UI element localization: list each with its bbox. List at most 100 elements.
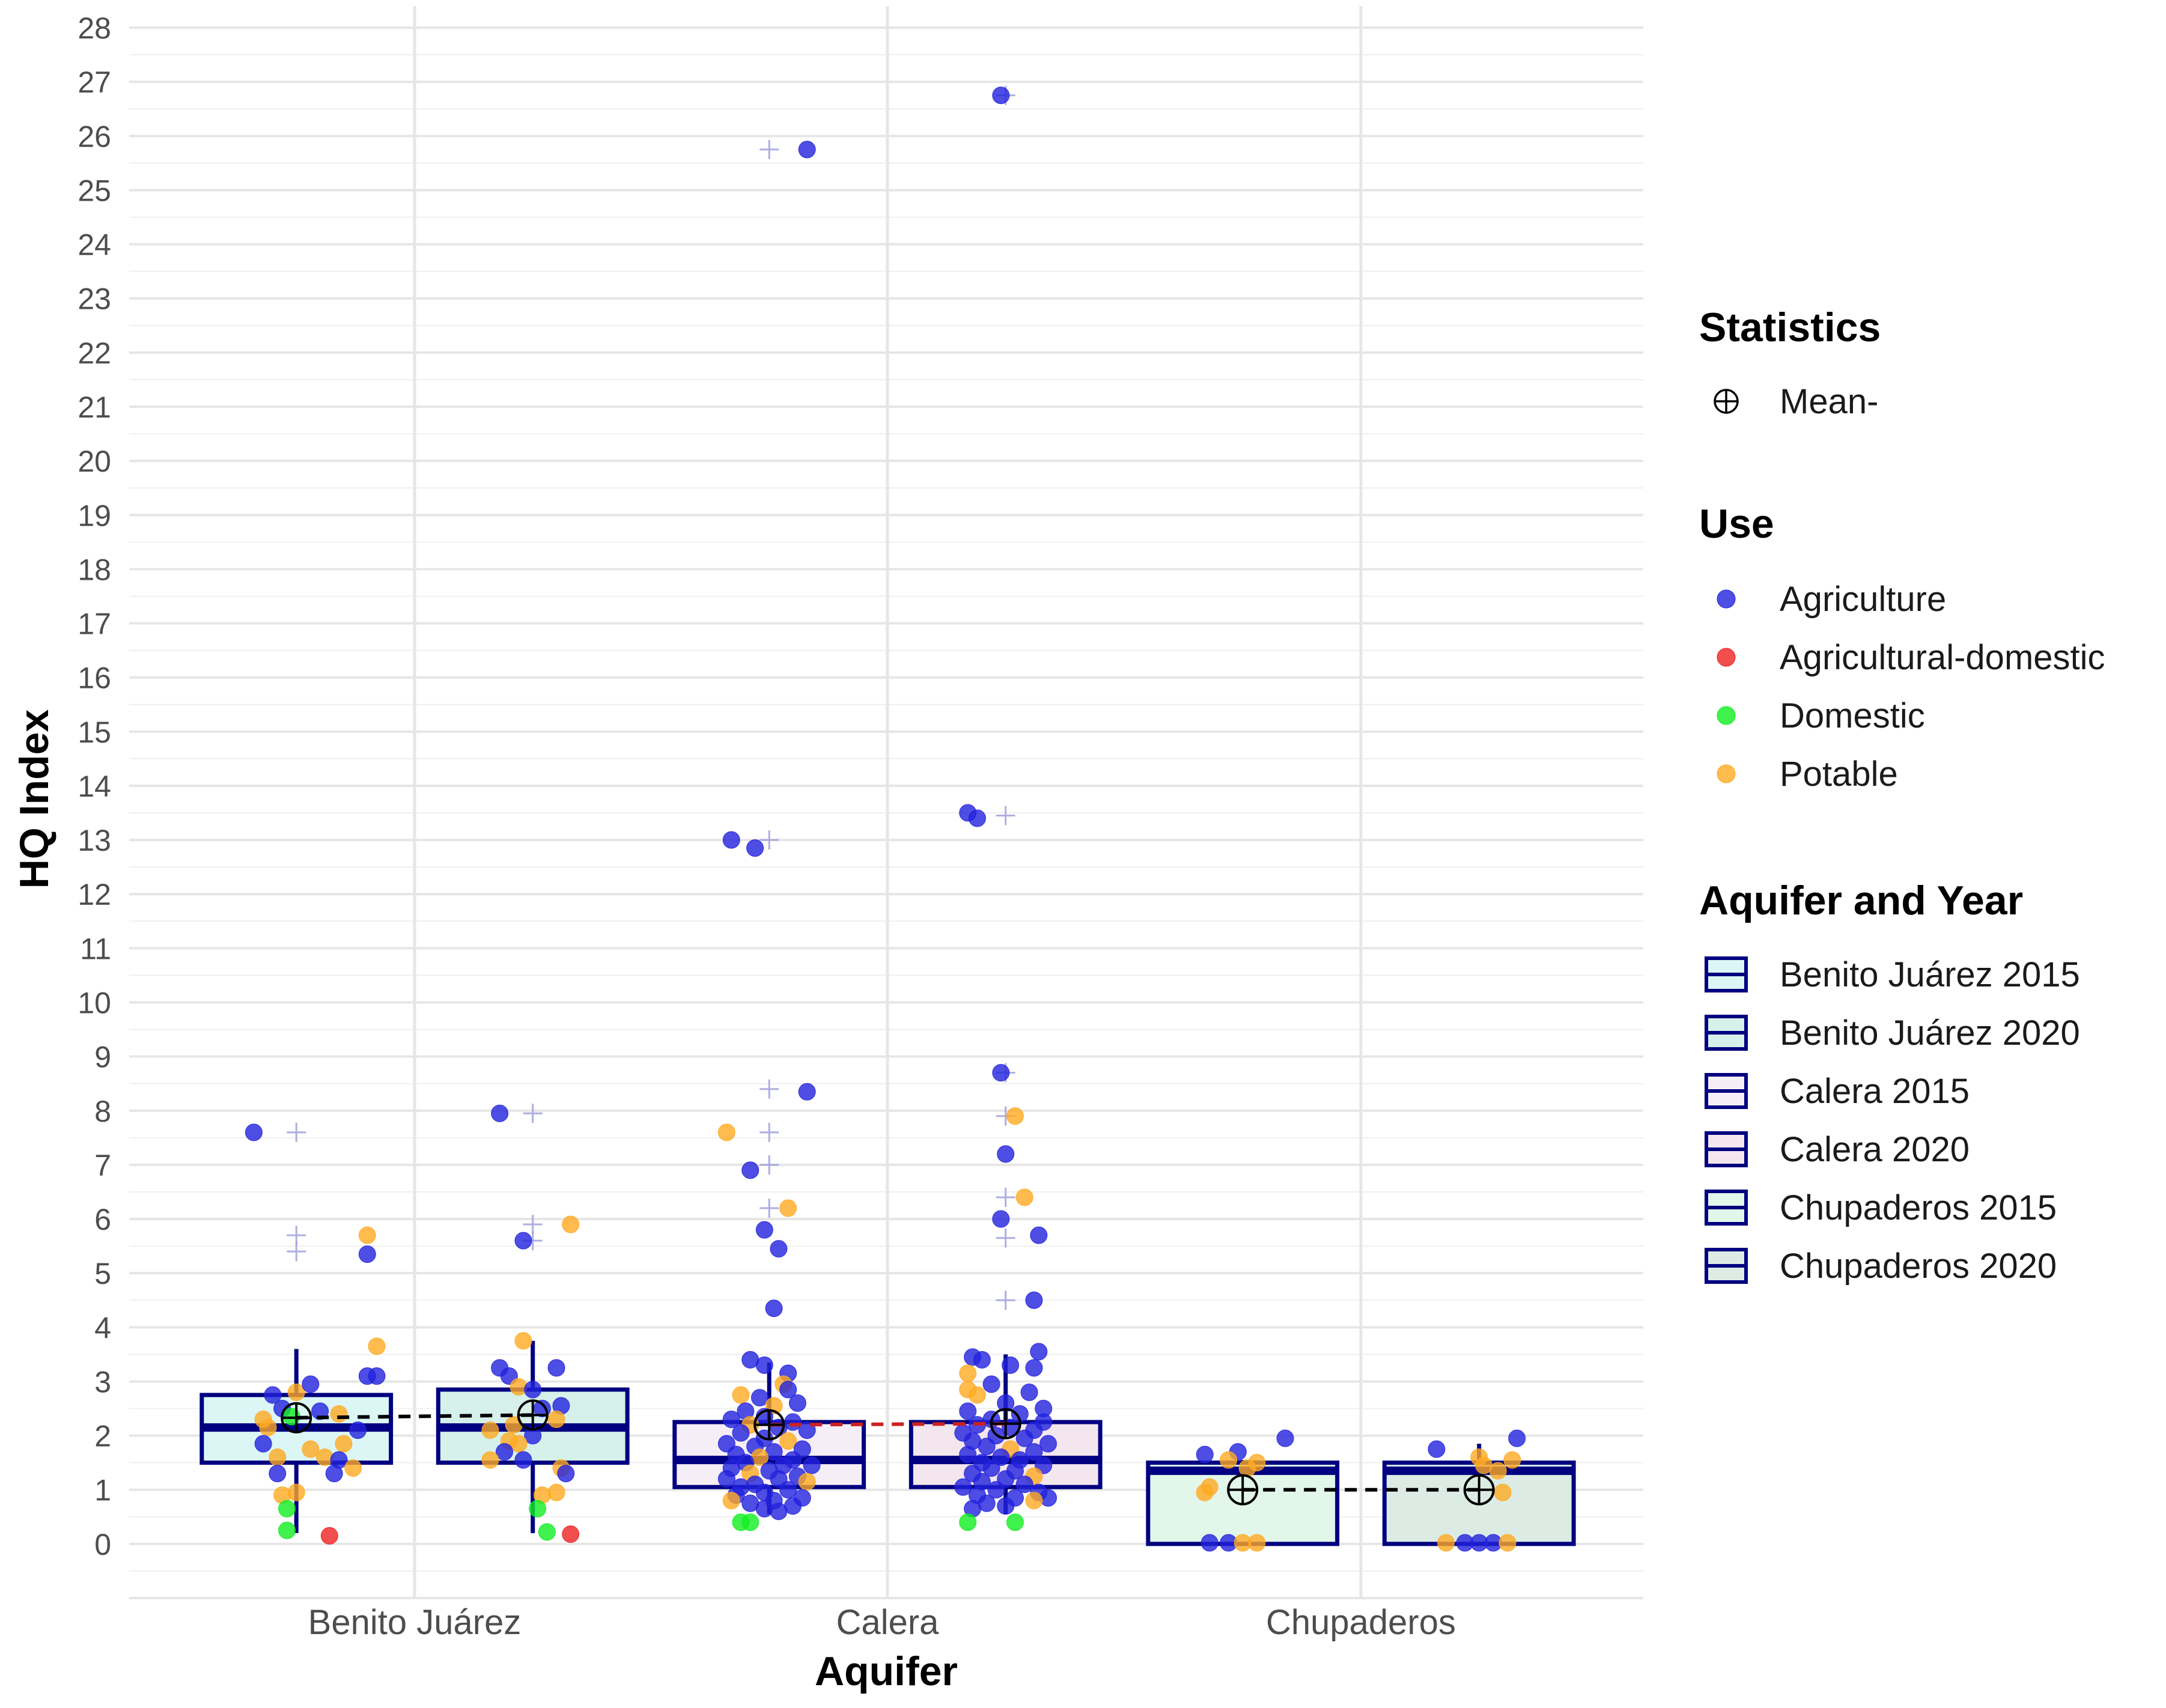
data-point [969,809,987,827]
y-tick-label: 4 [94,1311,111,1345]
y-tick-label: 2 [94,1420,111,1453]
data-point [1030,1226,1048,1244]
y-tick-label: 7 [94,1149,111,1182]
legend-use-label: Domestic [1780,696,1925,735]
data-point [722,1411,740,1429]
legend-aquifer-year-label: Chupaderos 2015 [1780,1188,2057,1227]
data-point [959,1513,977,1531]
legend-use-title: Use [1699,501,1774,547]
outlier-marker [759,1122,779,1142]
data-point [358,1226,376,1244]
legend-aquifer-year-title: Aquifer and Year [1699,878,2023,923]
data-point [302,1440,320,1458]
data-point [746,839,764,857]
data-point [779,1199,797,1217]
legend-use-swatch [1717,764,1736,783]
y-tick-label: 16 [78,661,111,695]
data-point [978,1438,996,1456]
data-point [788,1394,806,1412]
data-point [982,1375,1000,1393]
data-point [997,1145,1015,1163]
data-point [496,1443,514,1461]
grid [129,6,1643,1599]
data-point [717,1123,735,1141]
data-point [481,1451,499,1469]
data-point [562,1525,580,1543]
data-point [1200,1534,1218,1552]
y-tick-label: 24 [78,228,111,262]
data-point [510,1378,528,1396]
data-point [1006,1107,1024,1125]
mean-marker [281,1402,312,1433]
outlier-marker [996,1187,1015,1207]
data-point [959,1445,977,1463]
data-point [732,1386,750,1404]
y-tick-label: 25 [78,174,111,207]
data-point [732,1424,750,1442]
data-point [779,1432,797,1450]
data-point [1030,1343,1048,1361]
y-tick-label: 12 [78,878,111,911]
data-point [1025,1492,1043,1510]
data-point [1494,1483,1512,1501]
y-tick-label: 8 [94,1095,111,1128]
data-point [755,1356,773,1374]
mean-marker [517,1399,549,1431]
y-axis-ticks: 0123456789101112131415161718192021222324… [78,11,111,1561]
y-tick-label: 5 [94,1257,111,1290]
data-point [547,1483,565,1501]
data-point [269,1465,287,1483]
data-point [1006,1513,1024,1531]
data-point [1276,1429,1294,1447]
data-point [562,1215,580,1233]
data-point [1503,1451,1521,1469]
y-tick-label: 19 [78,499,111,532]
data-point [722,831,740,849]
data-point [992,87,1010,105]
data-point [547,1359,565,1377]
data-point [264,1386,282,1404]
data-point [269,1448,287,1466]
data-point [765,1299,783,1317]
y-tick-label: 9 [94,1041,111,1074]
y-tick-label: 10 [78,986,111,1020]
legend-statistics-title: Statistics [1699,305,1881,350]
outlier-marker [759,1199,779,1218]
data-point [547,1411,565,1429]
data-point [510,1435,528,1453]
outlier-marker [996,1228,1015,1248]
mean-marker-cross [1464,1475,1494,1504]
data-point [1002,1356,1020,1374]
mean-marker [1227,1474,1259,1506]
y-tick-label: 28 [78,11,111,45]
data-point [491,1104,509,1122]
data-point [514,1232,532,1250]
legend-aquifer-year-label: Calera 2015 [1780,1072,1970,1111]
x-tick-label: Benito Juárez [308,1603,522,1642]
data-point [741,1161,759,1179]
data-point [344,1459,362,1477]
legend-use-swatch [1717,706,1736,725]
data-point [770,1503,788,1521]
data-point [1039,1489,1057,1507]
mean-marker-cross [991,1409,1020,1438]
legend-use-swatch [1717,589,1736,609]
mean-marker-cross [282,1403,311,1432]
data-point [1039,1435,1057,1453]
outlier-marker [996,806,1015,825]
data-point [514,1451,532,1469]
data-point [1196,1445,1214,1463]
data-point [722,1492,740,1510]
data-point [529,1500,547,1518]
data-point [287,1483,305,1501]
y-tick-label: 15 [78,716,111,749]
data-point [954,1478,972,1496]
outlier-marker [523,1104,543,1123]
data-point [992,1064,1010,1082]
outlier-marker [759,1079,779,1099]
data-point [481,1421,499,1439]
data-point [798,1083,816,1101]
data-point [311,1402,329,1420]
